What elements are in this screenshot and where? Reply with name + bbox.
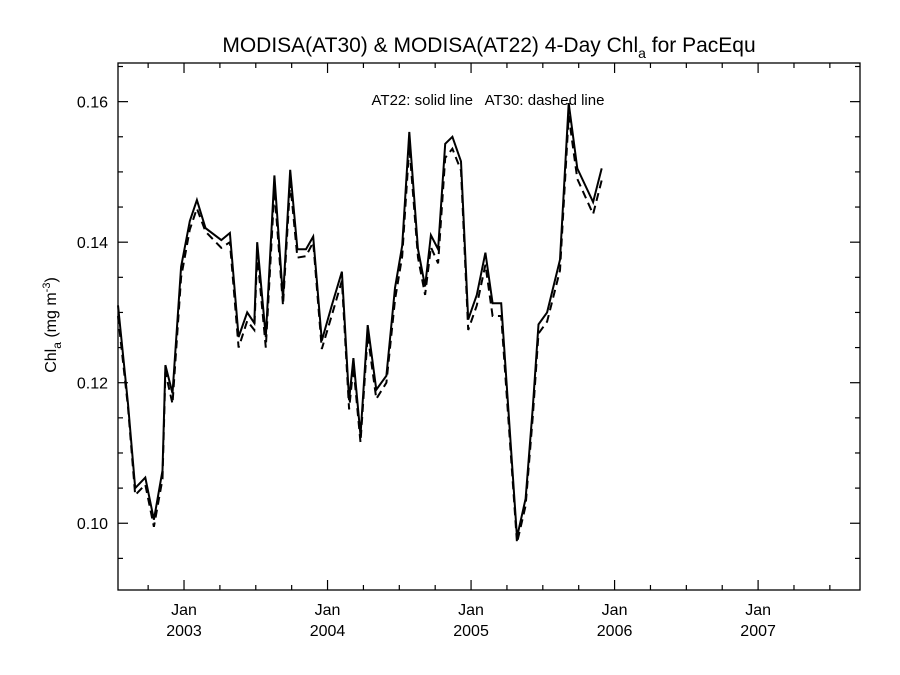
y-tick-label: 0.12 [77,376,108,393]
y-tick-label: 0.10 [77,516,108,533]
plot-frame [117,62,861,591]
y-axis-label: Chla (mg m-3) [41,277,64,373]
x-tick-year-label: 2005 [453,623,489,640]
x-axis: Jan 2003 Jan 2004 Jan 2005 Jan 2006 Jan 2007 [147,63,831,640]
y-tick-label: 0.16 [77,95,108,112]
chart-title: MODISA(AT30) & MODISA(AT22) 4-Day Chla f… [222,34,755,61]
x-tick-month-label: Jan [458,602,484,619]
legend-annotation: AT22: solid line AT30: dashed line [372,92,605,109]
x-tick-month-label: Jan [745,602,771,619]
y-tick-label: 0.14 [77,235,108,252]
x-tick-year-label: 2007 [740,623,776,640]
x-tick-month-label: Jan [315,602,341,619]
series-layer [117,102,603,544]
x-tick-year-label: 2006 [597,623,633,640]
x-tick-year-label: 2003 [166,623,202,640]
x-tick-month-label: Jan [171,602,197,619]
x-tick-year-label: 2004 [310,623,346,640]
x-tick-month-label: Jan [602,602,628,619]
series-line-at30 [117,115,603,544]
